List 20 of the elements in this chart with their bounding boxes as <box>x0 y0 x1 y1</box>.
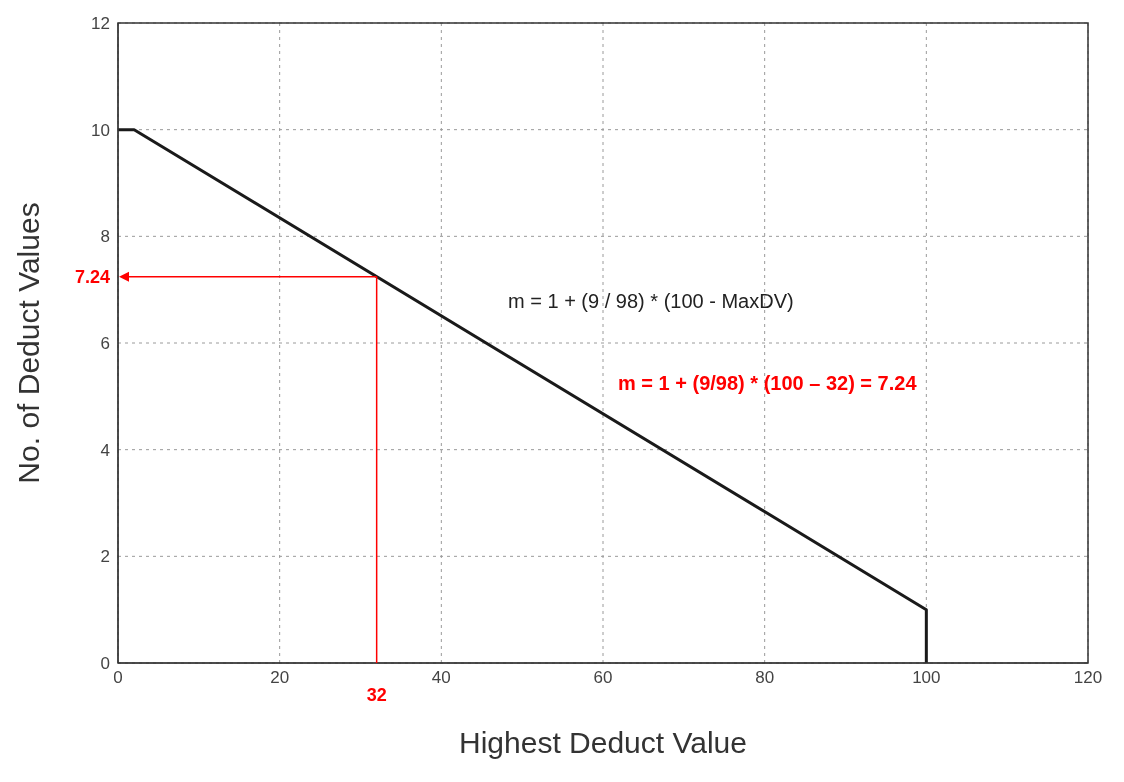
x-tick-label: 20 <box>270 668 290 688</box>
y-tick-label: 4 <box>100 440 110 460</box>
x-tick-label: 60 <box>593 668 613 688</box>
x-tick-label: 40 <box>431 668 451 688</box>
y-axis-title: No. of Deduct Values <box>11 202 45 484</box>
x-tick-label: 80 <box>755 668 775 688</box>
x-tick-label: 0 <box>113 668 123 688</box>
y-tick-label: 2 <box>100 547 110 567</box>
y-tick-label: 10 <box>91 120 110 140</box>
x-tick-label: 100 <box>912 668 941 688</box>
annotation: m = 1 + (9 / 98) * (100 - MaxDV) <box>508 290 794 312</box>
x-tick-label: 120 <box>1073 668 1103 688</box>
ref-line-label: 32 <box>366 685 387 705</box>
x-axis-title: Highest Deduct Value <box>459 726 747 759</box>
annotation: m = 1 + (9/98) * (100 – 32) = 7.24 <box>618 372 918 394</box>
y-tick-label: 8 <box>100 227 110 247</box>
y-tick-label: 6 <box>100 334 110 354</box>
y-tick-label: 12 <box>91 14 110 34</box>
ref-line-label: 7.24 <box>74 266 110 287</box>
y-tick-label: 0 <box>100 654 110 674</box>
